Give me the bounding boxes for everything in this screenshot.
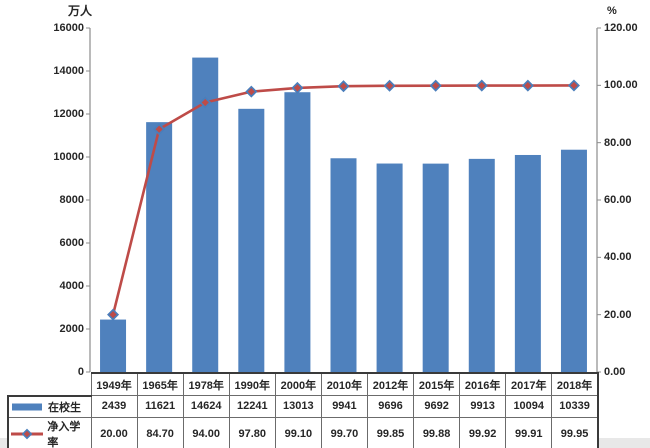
- legend-label: 在校生: [48, 401, 81, 414]
- line-marker-2010年: [337, 80, 350, 93]
- line-marker-2000年: [291, 81, 304, 94]
- value-cell: 9692: [413, 395, 461, 418]
- bar-2018年: [560, 149, 587, 372]
- left-tick-label: 12000: [53, 108, 84, 120]
- left-axis-title: 万人: [68, 4, 93, 18]
- line-marker-2012年: [383, 79, 396, 92]
- bar-1978年: [192, 57, 219, 373]
- year-header: 2016年: [459, 372, 507, 396]
- bar-2015年: [422, 163, 449, 372]
- right-axis-title: %: [607, 5, 617, 17]
- value-cell: 9913: [459, 395, 507, 418]
- line-marker-2017年: [521, 79, 534, 92]
- bar-series-legend-icon: [12, 403, 42, 410]
- bar-1990年: [238, 108, 265, 373]
- value-cell: 99.70: [320, 416, 368, 448]
- legend-label: 净入学率: [47, 420, 81, 448]
- bar-1949年: [100, 319, 127, 372]
- right-tick-label: 100.00: [604, 79, 638, 92]
- value-cell: 10094: [505, 395, 553, 418]
- right-tick-label: 60.00: [604, 194, 632, 206]
- value-cell: 9696: [366, 395, 415, 418]
- value-cell: 99.92: [459, 416, 507, 448]
- left-tick-label: 16000: [53, 22, 84, 34]
- value-cell: 97.80: [228, 416, 276, 448]
- year-header: 2012年: [366, 372, 415, 396]
- value-cell: 10339: [551, 395, 599, 418]
- left-tick-label: 6000: [59, 237, 84, 249]
- year-header: 1965年: [136, 372, 184, 396]
- value-cell: 99.91: [505, 416, 553, 448]
- right-tick-label: 0.00: [604, 366, 626, 378]
- line-marker-1990年: [245, 85, 258, 98]
- year-header: 1949年: [90, 372, 138, 396]
- value-cell: 11621: [136, 395, 184, 418]
- left-tick-label: 4000: [59, 280, 84, 292]
- year-header: 2017年: [505, 372, 553, 396]
- value-cell: 14624: [182, 395, 230, 418]
- right-tick-label: 120.00: [604, 22, 638, 34]
- bar-2010年: [330, 158, 357, 372]
- bar-2000年: [284, 92, 311, 373]
- left-tick-label: 0: [77, 366, 84, 378]
- value-cell: 13013: [274, 395, 322, 418]
- value-cell: 9941: [320, 395, 368, 418]
- legend-cell: 在校生: [7, 394, 92, 418]
- value-cell: 94.00: [182, 416, 230, 448]
- bar-2017年: [514, 154, 541, 372]
- left-tick-label: 2000: [59, 323, 84, 335]
- left-tick-label: 10000: [53, 151, 84, 163]
- bar-2012年: [376, 163, 403, 372]
- year-header: 2018年: [551, 372, 599, 396]
- line-marker-1965年: [153, 123, 166, 136]
- value-cell: 99.88: [413, 416, 461, 448]
- bar-1965年: [146, 122, 173, 372]
- value-cell: 99.95: [551, 416, 599, 448]
- value-cell: 84.70: [136, 416, 184, 448]
- year-header: 1978年: [182, 372, 230, 396]
- line-marker-1978年: [199, 96, 212, 109]
- legend-cell: 净入学率: [7, 416, 92, 448]
- value-cell: 2439: [90, 395, 138, 418]
- right-tick-label: 40.00: [604, 251, 632, 264]
- year-header: 2010年: [320, 372, 368, 396]
- line-marker-2018年: [567, 79, 580, 92]
- line-series-legend-icon: [11, 428, 43, 439]
- right-tick-label: 20.00: [604, 308, 632, 321]
- year-header: 2000年: [274, 372, 322, 396]
- left-tick-label: 14000: [53, 65, 84, 77]
- right-tick-label: 80.00: [604, 136, 632, 149]
- value-cell: 20.00: [90, 416, 138, 448]
- left-tick-label: 8000: [59, 194, 84, 206]
- year-header: 2015年: [413, 372, 461, 396]
- value-cell: 99.85: [366, 416, 415, 448]
- line-marker-2015年: [429, 79, 442, 92]
- line-marker-2016年: [475, 79, 488, 92]
- bar-2016年: [468, 158, 495, 372]
- value-cell: 12241: [228, 395, 276, 418]
- value-cell: 99.10: [274, 416, 322, 448]
- data-table: 1949年 1965年 1978年 1990年 2000年 2010年 2012年 2015年…: [7, 372, 599, 448]
- line-marker-1949年: [107, 308, 120, 321]
- year-header: 1990年: [228, 372, 276, 396]
